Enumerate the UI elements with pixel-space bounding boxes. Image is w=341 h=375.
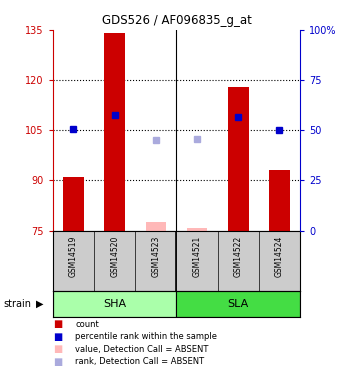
Text: percentile rank within the sample: percentile rank within the sample — [75, 332, 217, 341]
Text: ■: ■ — [53, 357, 62, 366]
Text: strain: strain — [3, 299, 31, 309]
Bar — [228, 87, 249, 231]
Text: GSM14524: GSM14524 — [275, 236, 284, 277]
Title: GDS526 / AF096835_g_at: GDS526 / AF096835_g_at — [102, 15, 251, 27]
Text: count: count — [75, 320, 99, 329]
Text: rank, Detection Call = ABSENT: rank, Detection Call = ABSENT — [75, 357, 204, 366]
Bar — [63, 177, 84, 231]
Bar — [187, 228, 207, 231]
Text: GSM14523: GSM14523 — [151, 236, 160, 277]
Text: ▶: ▶ — [36, 299, 43, 309]
Text: ■: ■ — [53, 320, 62, 329]
Text: ■: ■ — [53, 344, 62, 354]
Text: SLA: SLA — [228, 299, 249, 309]
Text: ■: ■ — [53, 332, 62, 342]
Text: SHA: SHA — [103, 299, 126, 309]
Text: value, Detection Call = ABSENT: value, Detection Call = ABSENT — [75, 345, 208, 354]
Text: GSM14519: GSM14519 — [69, 236, 78, 277]
Text: GSM14520: GSM14520 — [110, 236, 119, 277]
Bar — [269, 170, 290, 231]
Text: GSM14521: GSM14521 — [193, 236, 202, 277]
Text: GSM14522: GSM14522 — [234, 236, 243, 277]
Bar — [146, 222, 166, 231]
Bar — [104, 33, 125, 231]
Bar — [177, 291, 300, 317]
Bar — [53, 291, 177, 317]
